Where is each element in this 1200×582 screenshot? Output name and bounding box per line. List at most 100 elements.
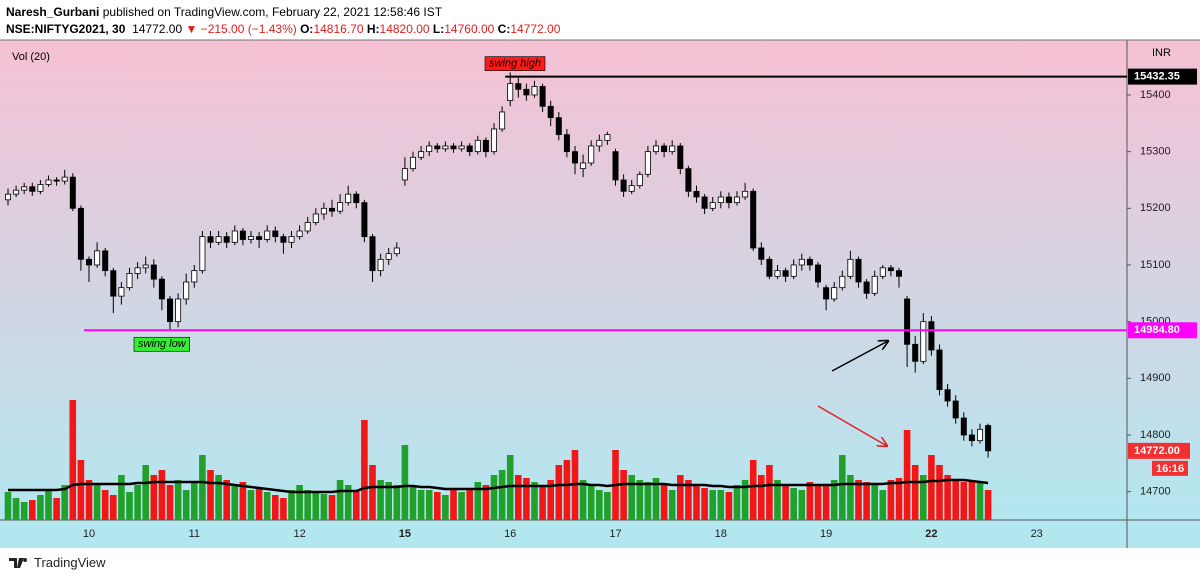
- volume-bar: [361, 420, 368, 520]
- candle-body: [580, 162, 587, 170]
- candle-body: [588, 145, 595, 164]
- volume-bar: [547, 480, 554, 520]
- volume-bar: [272, 495, 279, 520]
- ohlc-label: O:: [300, 22, 314, 36]
- x-tick-label: 17: [609, 528, 621, 540]
- candle-body: [118, 287, 125, 297]
- volume-bar: [806, 482, 814, 520]
- price-tag-label: 15432.35: [1134, 71, 1180, 83]
- candle-body: [393, 247, 400, 255]
- candle-body: [166, 298, 173, 323]
- candle-body: [596, 139, 603, 147]
- candle-body: [709, 202, 716, 209]
- candle-body: [191, 270, 198, 283]
- volume-bar: [976, 482, 984, 520]
- candle-body: [653, 145, 660, 153]
- candle-body: [539, 86, 546, 107]
- volume-bar: [944, 475, 951, 520]
- candle-body: [409, 156, 416, 170]
- level-name: swing high: [489, 58, 541, 70]
- x-tick-label: 23: [1031, 528, 1043, 540]
- candle-body: [847, 258, 854, 277]
- candle-body: [790, 264, 797, 277]
- volume-bar: [677, 475, 684, 520]
- volume-bar: [101, 490, 109, 520]
- candle-body: [912, 343, 919, 362]
- candle-body: [879, 267, 886, 277]
- candle-body: [612, 151, 619, 181]
- volume-bar: [53, 498, 60, 520]
- volume-bar: [118, 475, 125, 520]
- candle-body: [353, 193, 360, 204]
- candle-body: [928, 321, 935, 351]
- volume-bar: [911, 465, 919, 520]
- volume-bar: [482, 485, 490, 520]
- volume-ma: [8, 478, 989, 494]
- candle-body: [620, 179, 627, 192]
- volume-bar: [968, 480, 976, 520]
- x-tick-label: 18: [715, 528, 727, 540]
- volume-bar: [628, 475, 635, 520]
- candle-body: [863, 281, 870, 294]
- candle-body: [644, 151, 651, 175]
- candle-body: [377, 258, 384, 272]
- volume-bar: [61, 485, 68, 520]
- level-tag: [133, 336, 190, 352]
- candle-body: [572, 151, 579, 164]
- volume-bar: [417, 490, 425, 520]
- volume-bar: [142, 465, 149, 520]
- x-tick-label: 22: [925, 528, 937, 540]
- candle-body: [490, 128, 497, 153]
- volume-bar: [652, 478, 660, 520]
- volume-bar: [69, 400, 77, 520]
- candle-body: [29, 186, 36, 192]
- candle-body: [855, 258, 862, 283]
- volume-bar: [288, 490, 295, 520]
- candle-body: [256, 236, 263, 240]
- candle-body: [669, 145, 676, 153]
- volume-bar: [579, 480, 587, 520]
- time-axis-bg: [0, 520, 1200, 548]
- volume-bar: [506, 455, 514, 520]
- candle-body: [806, 258, 813, 266]
- candle-body: [296, 230, 303, 238]
- y-tick-label: 14900: [1140, 372, 1171, 384]
- symbol: NSE:NIFTYG2021, 30: [6, 22, 126, 36]
- arrow: [817, 405, 887, 446]
- candle-body: [53, 179, 60, 182]
- volume-bar: [733, 485, 741, 520]
- candle-body: [337, 202, 344, 212]
- volume-bar: [895, 478, 903, 520]
- volume-bar: [960, 482, 968, 520]
- volume-bar: [920, 475, 927, 520]
- volume-bar: [928, 455, 935, 520]
- candle-body: [531, 86, 538, 96]
- header: Naresh_Gurbani published on TradingView.…: [0, 0, 1200, 40]
- y-tick-label: 15100: [1140, 259, 1171, 271]
- brand: TradingView: [34, 555, 106, 570]
- volume-bar: [701, 488, 708, 520]
- candle-body: [5, 193, 11, 201]
- candle-body: [215, 236, 222, 243]
- volume-bar: [174, 480, 182, 520]
- volume-bar: [782, 485, 789, 520]
- price-tag-label: 14984.80: [1134, 324, 1180, 336]
- candle-body: [102, 250, 109, 272]
- published: published on TradingView.com, February 2…: [102, 5, 443, 19]
- volume-bar: [434, 492, 441, 520]
- volume-bar: [12, 498, 20, 520]
- volume-bar: [563, 460, 571, 520]
- volume-bar: [814, 485, 822, 520]
- candle-body: [442, 145, 449, 150]
- footer: TradingView: [8, 555, 106, 570]
- symbol-line: NSE:NIFTYG2021, 30 14772.00 ▼ −215.00 (−…: [6, 22, 564, 36]
- ohlc-value: 14760.00: [444, 22, 495, 36]
- volume-bar: [523, 478, 530, 520]
- volume-bar: [263, 492, 271, 520]
- candle-body: [361, 202, 368, 238]
- volume: [4, 400, 992, 520]
- volume-bar: [231, 485, 239, 520]
- candle-body: [482, 139, 489, 153]
- x-tick-label: 15: [399, 528, 411, 540]
- volume-bar: [393, 485, 401, 520]
